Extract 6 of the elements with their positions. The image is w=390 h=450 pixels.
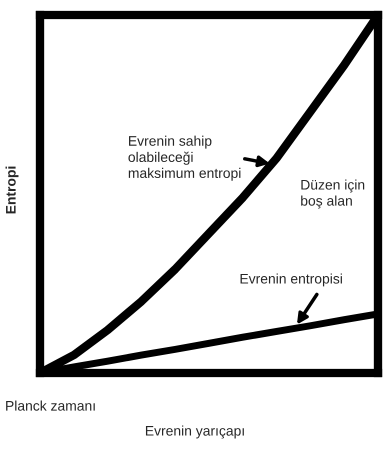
y-axis-title: Entropi xyxy=(6,166,18,214)
annotation: Evrenin entropisi xyxy=(240,273,342,286)
x-axis-title: Evrenin yarıçapı xyxy=(146,425,244,439)
text: Planck zamanı xyxy=(6,400,95,411)
annotation: Evrenin sahip olabileceği maksimum entropi xyxy=(128,136,240,181)
annotation: Düzen için boş alan xyxy=(301,179,364,209)
